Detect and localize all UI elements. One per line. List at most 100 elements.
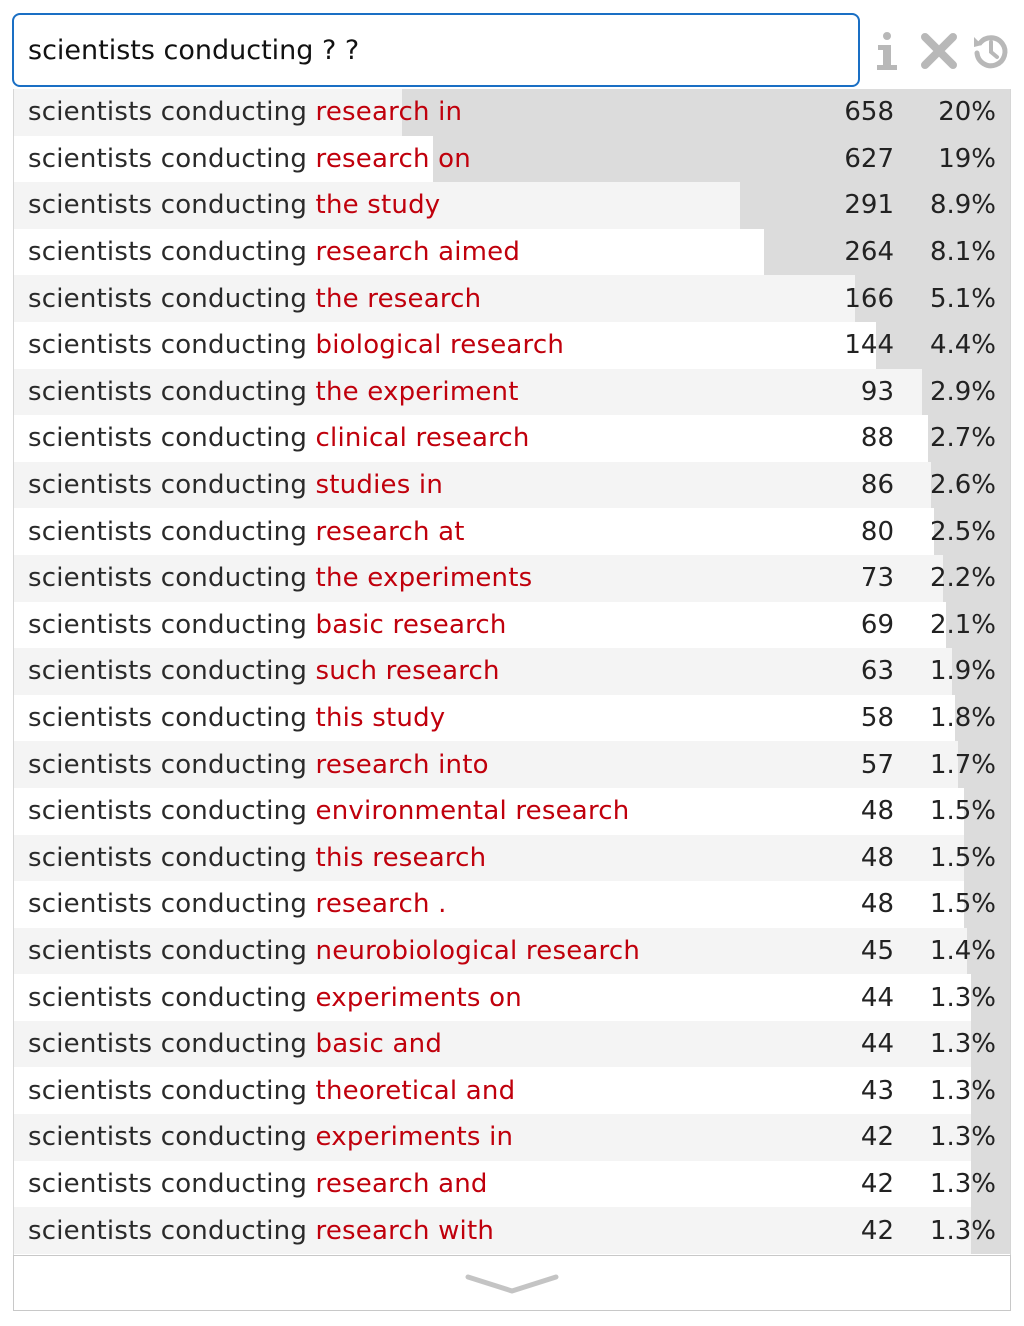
result-row[interactable]: scientists conducting experiments on 44 1.… xyxy=(14,974,1010,1021)
result-percent: 2.6% xyxy=(929,470,996,501)
result-row[interactable]: scientists conducting research in 658 20% xyxy=(14,89,1010,136)
result-count: 48 xyxy=(860,842,894,873)
result-phrase: scientists conducting neurobiological re… xyxy=(14,936,804,966)
result-row[interactable]: scientists conducting the study 291 8.9% xyxy=(14,182,1010,229)
phrase-completion: clinical research xyxy=(315,423,530,454)
result-percent: 2.7% xyxy=(929,423,996,454)
phrase-completion: basic research xyxy=(315,609,507,640)
result-row[interactable]: scientists conducting neurobiological re… xyxy=(14,927,1010,975)
result-count: 264 xyxy=(844,237,894,268)
result-row[interactable]: scientists conducting the research 166 5.1… xyxy=(14,275,1010,322)
phrase-completion: the experiment xyxy=(315,376,519,407)
result-phrase: scientists conducting such research xyxy=(14,656,804,686)
history-button[interactable] xyxy=(970,18,1012,84)
result-percent: 1.3% xyxy=(929,1215,996,1246)
phrase-prefix: scientists conducting xyxy=(28,609,308,640)
result-phrase: scientists conducting studies in xyxy=(14,470,804,500)
frequency-bar xyxy=(876,321,1010,369)
info-button[interactable] xyxy=(866,18,908,84)
phrase-prefix: scientists conducting xyxy=(28,470,308,501)
show-more-button[interactable] xyxy=(457,1263,567,1303)
result-row[interactable]: scientists conducting this research 48 1.5… xyxy=(14,834,1010,882)
frequency-bar xyxy=(402,89,1010,136)
result-phrase: scientists conducting research . xyxy=(14,889,804,919)
result-row[interactable]: scientists conducting the experiment 93 2.… xyxy=(14,368,1010,416)
result-percent: 1.5% xyxy=(929,889,996,920)
result-phrase: scientists conducting research with xyxy=(14,1216,804,1246)
result-row[interactable]: scientists conducting clinical research 8… xyxy=(14,415,1010,462)
result-row[interactable]: scientists conducting basic and 44 1.3% xyxy=(14,1020,1010,1068)
result-count: 63 xyxy=(860,656,894,687)
result-row[interactable]: scientists conducting studies in 86 2.6% xyxy=(14,461,1010,509)
result-row[interactable]: scientists conducting experiments in 42 1.… xyxy=(14,1114,1010,1161)
frequency-bar xyxy=(739,182,1010,229)
result-row[interactable]: scientists conducting biological researc… xyxy=(14,321,1010,369)
result-row[interactable]: scientists conducting the experiments 73 2… xyxy=(14,554,1010,602)
result-row[interactable]: scientists conducting environmental rese… xyxy=(14,787,1010,835)
frequency-bar xyxy=(970,1020,1010,1068)
result-count: 658 xyxy=(844,97,894,128)
result-count: 48 xyxy=(860,796,894,827)
result-row[interactable]: scientists conducting research with 42 1.3… xyxy=(14,1207,1010,1254)
clear-button[interactable] xyxy=(918,18,960,84)
phrase-prefix: scientists conducting xyxy=(28,796,308,827)
result-row[interactable]: scientists conducting research and 42 1.3% xyxy=(14,1160,1010,1208)
result-phrase: scientists conducting this research xyxy=(14,843,804,873)
result-count: 627 xyxy=(844,143,894,174)
phrase-prefix: scientists conducting xyxy=(28,749,308,780)
result-percent: 1.4% xyxy=(929,935,996,966)
result-phrase: scientists conducting this study xyxy=(14,703,804,733)
result-row[interactable]: scientists conducting research into 57 1.7… xyxy=(14,741,1010,788)
phrase-prefix: scientists conducting xyxy=(28,563,308,594)
result-percent: 5.1% xyxy=(929,283,996,314)
search-input[interactable] xyxy=(12,13,860,87)
result-phrase: scientists conducting experiments in xyxy=(14,1122,804,1152)
result-count: 42 xyxy=(860,1168,894,1199)
result-phrase: scientists conducting the experiments xyxy=(14,563,804,593)
phrase-prefix: scientists conducting xyxy=(28,97,308,128)
phrase-prefix: scientists conducting xyxy=(28,423,308,454)
frequency-bar xyxy=(955,694,1010,742)
frequency-bar xyxy=(970,1114,1010,1161)
result-row[interactable]: scientists conducting research at 80 2.5% xyxy=(14,508,1010,555)
result-row[interactable]: scientists conducting such research 63 1.9… xyxy=(14,648,1010,695)
result-percent: 19% xyxy=(938,143,996,174)
phrase-completion: environmental research xyxy=(315,796,630,827)
frequency-bar xyxy=(952,648,1010,695)
result-percent: 8.1% xyxy=(929,237,996,268)
result-row[interactable]: scientists conducting research on 627 19% xyxy=(14,135,1010,183)
frequency-bar xyxy=(763,228,1010,276)
phrase-completion: research . xyxy=(315,889,447,920)
result-percent: 2.5% xyxy=(929,516,996,547)
phrase-prefix: scientists conducting xyxy=(28,889,308,920)
result-phrase: scientists conducting research into xyxy=(14,750,804,780)
result-percent: 8.9% xyxy=(929,190,996,221)
phrase-prefix: scientists conducting xyxy=(28,330,308,361)
result-row[interactable]: scientists conducting this study 58 1.8% xyxy=(14,694,1010,742)
phrase-prefix: scientists conducting xyxy=(28,656,308,687)
result-percent: 1.3% xyxy=(929,982,996,1013)
result-phrase: scientists conducting clinical research xyxy=(14,423,804,453)
result-row[interactable]: scientists conducting basic research 69 2.… xyxy=(14,601,1010,649)
phrase-completion: experiments in xyxy=(315,1122,514,1153)
result-count: 44 xyxy=(860,982,894,1013)
result-phrase: scientists conducting the research xyxy=(14,284,804,314)
frequency-bar xyxy=(931,461,1010,509)
frequency-bar xyxy=(970,1160,1010,1208)
frequency-bar xyxy=(946,601,1010,649)
result-row[interactable]: scientists conducting research . 48 1.5% xyxy=(14,881,1010,928)
result-phrase: scientists conducting research in xyxy=(14,97,804,127)
result-row[interactable]: scientists conducting theoretical and 43 1… xyxy=(14,1067,1010,1115)
result-percent: 1.3% xyxy=(929,1168,996,1199)
result-phrase: scientists conducting the study xyxy=(14,190,804,220)
phrase-prefix: scientists conducting xyxy=(28,1075,308,1106)
phrase-completion: theoretical and xyxy=(315,1075,516,1106)
frequency-bar xyxy=(958,741,1010,788)
result-percent: 1.5% xyxy=(929,842,996,873)
frequency-bar xyxy=(970,1067,1010,1115)
result-count: 58 xyxy=(860,703,894,734)
result-row[interactable]: scientists conducting research aimed 264 8… xyxy=(14,228,1010,276)
result-phrase: scientists conducting biological researc… xyxy=(14,330,804,360)
phrase-completion: the study xyxy=(315,190,441,221)
phrase-prefix: scientists conducting xyxy=(28,237,308,268)
